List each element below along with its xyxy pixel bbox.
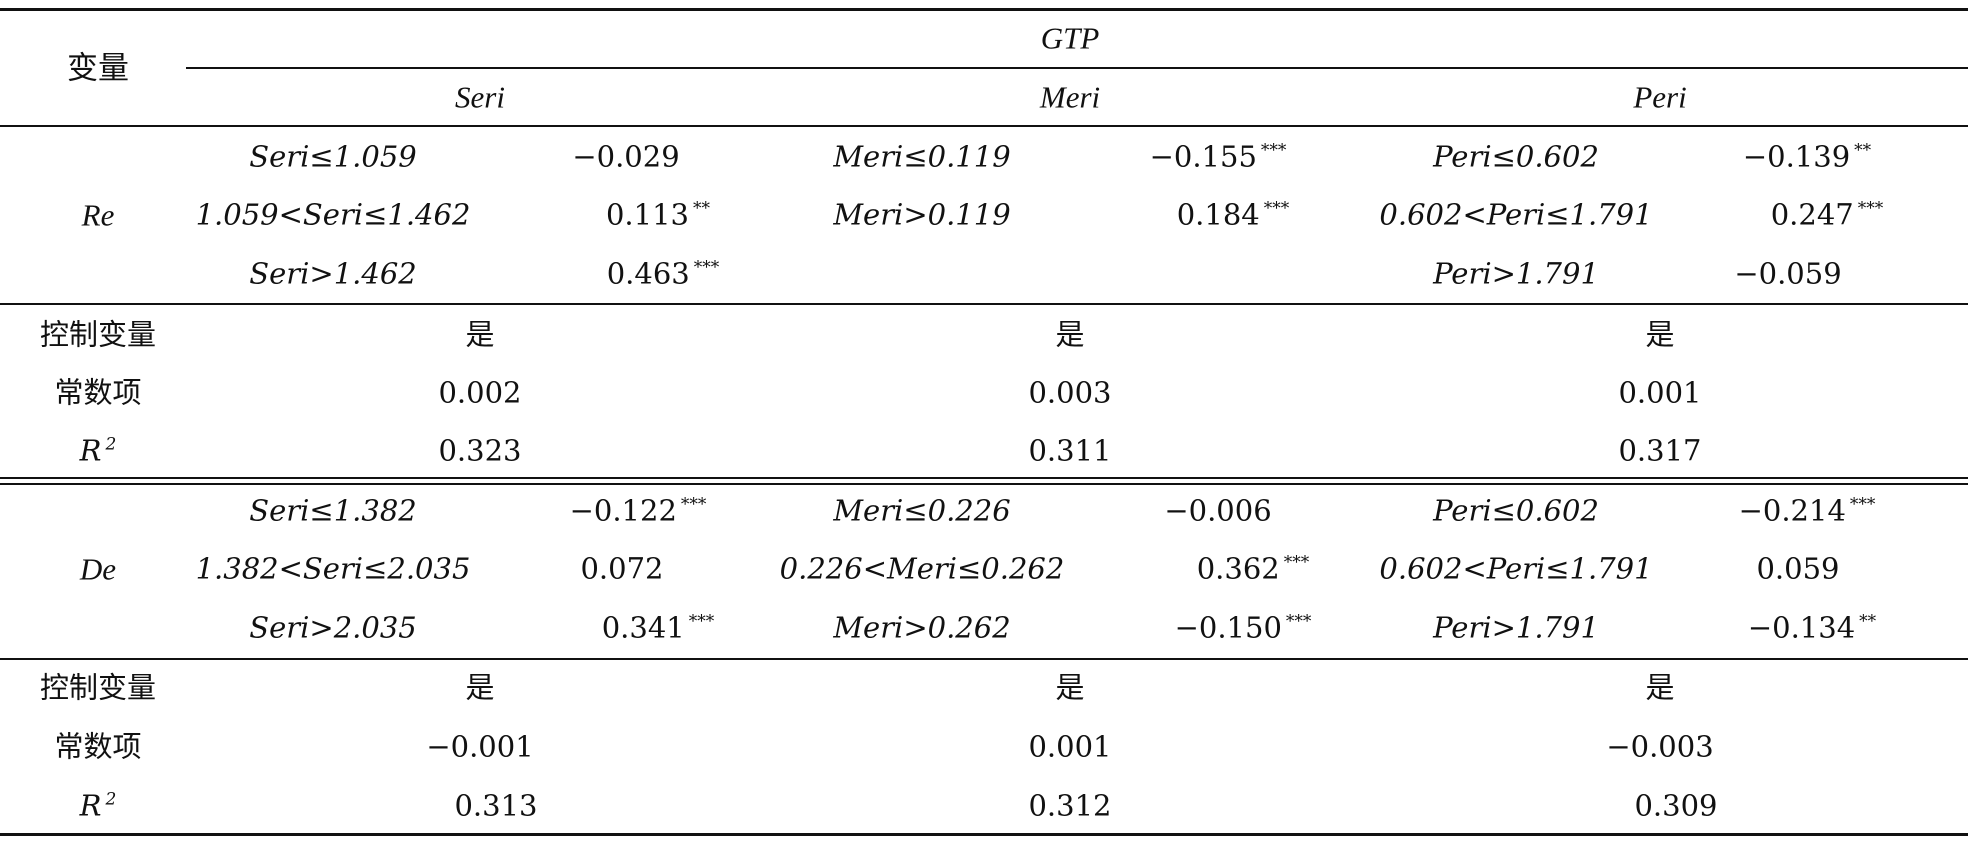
re-seri-threshold-3: Seri>1.462 xyxy=(249,256,417,291)
re-peri-coef-1: −0.139 ** xyxy=(1742,139,1872,174)
re-seri-threshold-2: 1.059<Seri≤1.462 xyxy=(195,197,471,232)
de-peri-threshold-1: Peri≤0.602 xyxy=(1433,493,1599,528)
de-controls-meri: 是 xyxy=(1055,670,1085,705)
de-meri-coef-1: −0.006 xyxy=(1164,493,1272,528)
section-divider-top xyxy=(0,477,1968,479)
de-meri-threshold-3: Meri>0.262 xyxy=(833,610,1011,645)
re-constant-meri: 0.003 xyxy=(1028,375,1112,410)
de-meri-threshold-2: 0.226<Meri≤0.262 xyxy=(779,551,1065,586)
re-seri-coef-1: −0.029 xyxy=(572,139,680,174)
group-header-meri: Meri xyxy=(1039,79,1101,115)
section-var-re: Re xyxy=(81,197,115,233)
re-seri-coef-2: 0.113 ** xyxy=(605,197,711,232)
de-controls-peri: 是 xyxy=(1645,670,1675,705)
de-peri-coef-1: −0.214 *** xyxy=(1738,493,1876,528)
de-r2-peri: 0.309 xyxy=(1634,788,1718,823)
re-seri-threshold-1: Seri≤1.059 xyxy=(249,139,417,174)
de-constant-peri: −0.003 xyxy=(1606,729,1714,764)
re-peri-coef-2: 0.247 *** xyxy=(1770,197,1884,232)
section-divider-bottom xyxy=(0,483,1968,485)
de-rows-rule xyxy=(0,658,1968,660)
re-constant-peri: 0.001 xyxy=(1618,375,1702,410)
re-controls-meri: 是 xyxy=(1055,317,1085,352)
re-r2-peri: 0.317 xyxy=(1618,433,1702,468)
de-seri-coef-1: −0.122 *** xyxy=(569,493,707,528)
de-seri-threshold-3: Seri>2.035 xyxy=(249,610,417,645)
de-meri-coef-3: −0.150 *** xyxy=(1174,610,1312,645)
de-constant-label: 常数项 xyxy=(54,729,142,764)
de-constant-seri: −0.001 xyxy=(426,729,534,764)
de-seri-threshold-2: 1.382<Seri≤2.035 xyxy=(195,551,471,586)
re-meri-coef-1: −0.155 *** xyxy=(1149,139,1287,174)
group-header-peri: Peri xyxy=(1633,79,1687,115)
re-rows-rule xyxy=(0,303,1968,305)
top-rule xyxy=(0,8,1968,11)
de-meri-threshold-1: Meri≤0.226 xyxy=(833,493,1011,528)
re-seri-coef-3: 0.463 *** xyxy=(606,256,720,291)
de-constant-meri: 0.001 xyxy=(1028,729,1112,764)
re-peri-threshold-1: Peri≤0.602 xyxy=(1433,139,1599,174)
re-peri-coef-3: −0.059 xyxy=(1734,256,1842,291)
var-header: 变量 xyxy=(67,50,129,86)
re-constant-label: 常数项 xyxy=(54,375,142,410)
de-seri-threshold-1: Seri≤1.382 xyxy=(249,493,417,528)
re-r2-meri: 0.311 xyxy=(1028,433,1112,468)
de-peri-coef-3: −0.134 ** xyxy=(1747,610,1877,645)
re-controls-peri: 是 xyxy=(1645,317,1675,352)
re-meri-threshold-1: Meri≤0.119 xyxy=(833,139,1011,174)
de-seri-coef-2: 0.072 xyxy=(580,551,664,586)
re-controls-seri: 是 xyxy=(465,317,495,352)
de-controls-seri: 是 xyxy=(465,670,495,705)
re-peri-threshold-2: 0.602<Peri≤1.791 xyxy=(1379,197,1653,232)
de-peri-threshold-2: 0.602<Peri≤1.791 xyxy=(1379,551,1653,586)
de-r2-seri: 0.313 xyxy=(454,788,538,823)
group-header-seri: Seri xyxy=(455,79,505,115)
re-controls-label: 控制变量 xyxy=(39,317,157,352)
re-r2-seri: 0.323 xyxy=(438,433,522,468)
de-controls-label: 控制变量 xyxy=(39,670,157,705)
re-constant-seri: 0.002 xyxy=(438,375,522,410)
bottom-rule xyxy=(0,833,1968,836)
de-peri-threshold-3: Peri>1.791 xyxy=(1433,610,1599,645)
re-peri-threshold-3: Peri>1.791 xyxy=(1433,256,1599,291)
gtp-underline xyxy=(186,67,1968,69)
de-r2-meri: 0.312 xyxy=(1028,788,1112,823)
section-var-de: De xyxy=(79,551,117,587)
re-meri-threshold-2: Meri>0.119 xyxy=(833,197,1011,232)
de-meri-coef-2: 0.362 *** xyxy=(1196,551,1310,586)
gtp-header: GTP xyxy=(1040,20,1100,56)
de-seri-coef-3: 0.341 *** xyxy=(601,610,715,645)
header-bottom-rule xyxy=(0,125,1968,127)
re-meri-coef-2: 0.184 *** xyxy=(1176,197,1290,232)
de-peri-coef-2: 0.059 xyxy=(1756,551,1840,586)
